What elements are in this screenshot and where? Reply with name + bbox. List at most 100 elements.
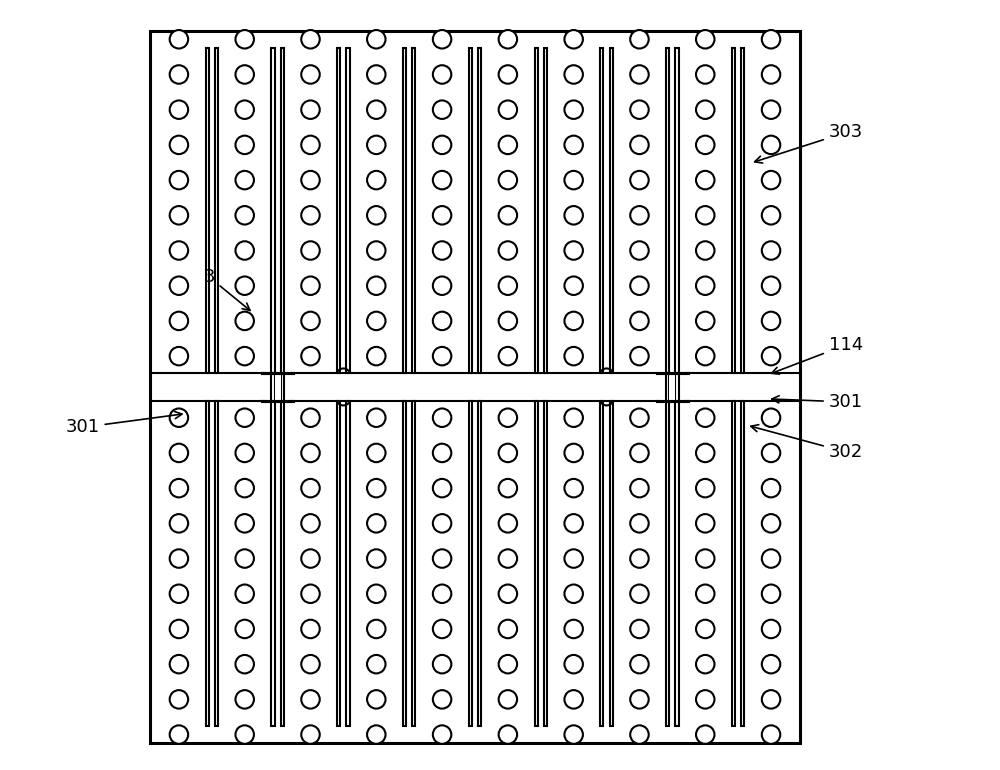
Circle shape [367,276,386,295]
Circle shape [630,100,649,119]
Circle shape [433,584,451,603]
Bar [666,401,669,726]
Bar [412,48,415,373]
Circle shape [170,100,188,119]
Circle shape [433,276,451,295]
Circle shape [762,346,780,366]
Circle shape [367,346,386,366]
Circle shape [301,312,320,330]
Circle shape [433,514,451,533]
Bar [741,401,744,726]
Circle shape [696,206,714,225]
Circle shape [499,312,517,330]
Circle shape [433,444,451,462]
Circle shape [170,549,188,567]
Circle shape [564,549,583,567]
Circle shape [433,65,451,84]
Bar [535,48,538,373]
Circle shape [367,690,386,708]
Circle shape [630,65,649,84]
Circle shape [367,100,386,119]
Circle shape [564,409,583,427]
Circle shape [762,30,780,49]
Circle shape [235,171,254,189]
Circle shape [367,409,386,427]
Circle shape [564,312,583,330]
Circle shape [367,206,386,225]
Bar [675,48,679,373]
Circle shape [235,690,254,708]
Circle shape [762,620,780,638]
Circle shape [235,346,254,366]
Circle shape [499,514,517,533]
Circle shape [630,655,649,674]
Bar [732,401,735,726]
Circle shape [762,584,780,603]
Circle shape [367,584,386,603]
Bar [469,48,472,373]
Circle shape [235,409,254,427]
Circle shape [433,100,451,119]
Bar [600,401,603,726]
Circle shape [696,100,714,119]
Circle shape [762,444,780,462]
Circle shape [696,444,714,462]
Circle shape [367,136,386,154]
Circle shape [433,549,451,567]
Circle shape [762,409,780,427]
Circle shape [564,136,583,154]
Bar [478,401,481,726]
Circle shape [564,690,583,708]
Circle shape [630,725,649,744]
Bar [150,31,800,743]
Circle shape [301,549,320,567]
Circle shape [499,276,517,295]
Circle shape [696,65,714,84]
Bar [478,48,481,373]
Circle shape [367,479,386,497]
Circle shape [564,171,583,189]
Bar [669,373,675,401]
Circle shape [235,549,254,567]
Circle shape [235,136,254,154]
Bar [403,48,406,373]
Bar [215,48,218,373]
Circle shape [235,514,254,533]
Circle shape [367,30,386,49]
Circle shape [630,549,649,567]
Circle shape [630,444,649,462]
Circle shape [433,241,451,259]
Circle shape [762,241,780,259]
Circle shape [235,100,254,119]
Circle shape [564,241,583,259]
Circle shape [170,514,188,533]
Circle shape [762,65,780,84]
Circle shape [367,312,386,330]
Circle shape [170,276,188,295]
Circle shape [170,206,188,225]
Circle shape [564,655,583,674]
Circle shape [301,444,320,462]
Circle shape [433,479,451,497]
Circle shape [630,136,649,154]
Bar [337,401,340,726]
Circle shape [170,725,188,744]
Circle shape [564,479,583,497]
Circle shape [696,346,714,366]
Circle shape [630,409,649,427]
Circle shape [762,655,780,674]
Bar [403,401,406,726]
Circle shape [301,346,320,366]
Circle shape [564,206,583,225]
Circle shape [301,690,320,708]
Text: 301: 301 [772,393,863,411]
Circle shape [433,655,451,674]
Circle shape [367,549,386,567]
Circle shape [762,206,780,225]
Bar [675,401,679,726]
Circle shape [499,655,517,674]
Circle shape [696,30,714,49]
Circle shape [499,136,517,154]
Circle shape [696,276,714,295]
Circle shape [762,479,780,497]
